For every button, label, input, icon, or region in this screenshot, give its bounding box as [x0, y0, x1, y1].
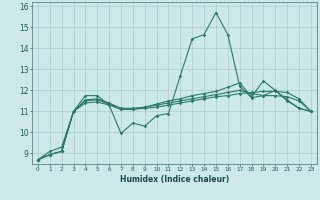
- X-axis label: Humidex (Indice chaleur): Humidex (Indice chaleur): [120, 175, 229, 184]
